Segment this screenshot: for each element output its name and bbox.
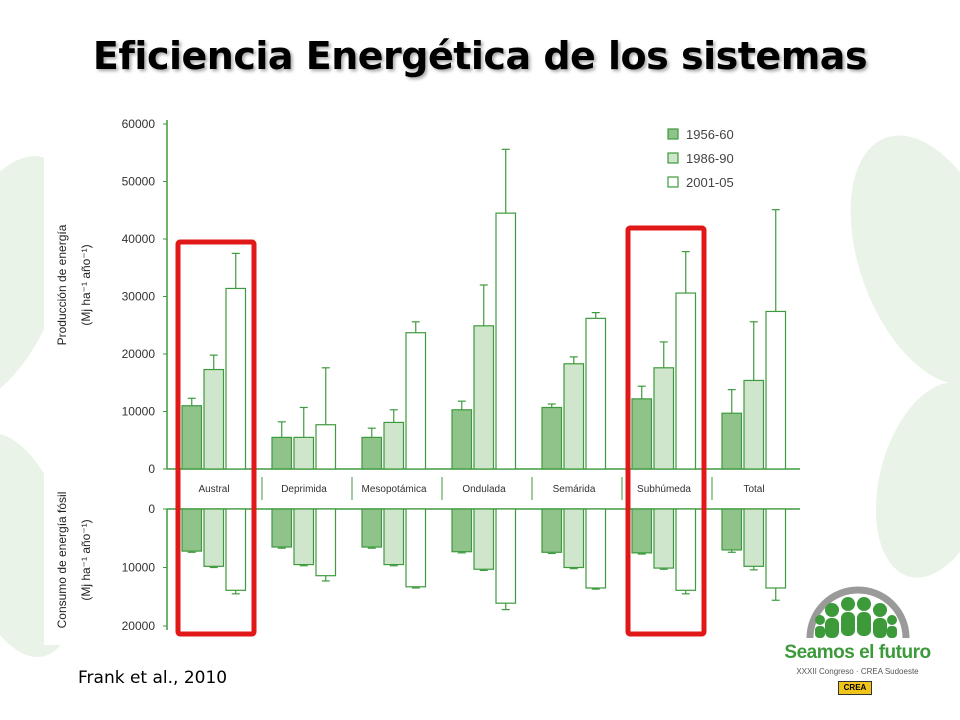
consumption-bar <box>451 508 473 553</box>
legend-label: 2001-05 <box>686 175 734 190</box>
production-tick-label: 20000 <box>122 347 156 361</box>
highlight-box <box>625 225 707 637</box>
production-bar <box>293 436 315 470</box>
production-bar <box>473 325 495 470</box>
production-bar <box>181 405 203 470</box>
production-bar <box>765 310 787 470</box>
legend-label: 1956-60 <box>686 127 734 142</box>
production-tick-label: 40000 <box>122 232 156 246</box>
category-label: Subhúmeda <box>637 484 691 495</box>
consumption-bar <box>765 508 787 589</box>
production-bar <box>541 406 563 470</box>
consumption-bar <box>585 508 607 589</box>
consumption-bar <box>743 508 765 567</box>
production-bar <box>563 363 585 470</box>
people-arc-logo-icon <box>806 586 910 639</box>
consumption-bar <box>383 508 405 566</box>
production-bar <box>721 412 743 470</box>
production-axis-label: Producción de energía <box>55 224 69 345</box>
production-tick-label: 10000 <box>122 405 156 419</box>
citation: Frank et al., 2010 <box>78 668 228 688</box>
consumption-axis-label: Consumo de energía fósil <box>55 492 69 629</box>
logo-subtitle: XXXII Congreso · CREA Sudoeste <box>796 667 919 676</box>
legend-swatch <box>667 176 679 188</box>
consumption-bar <box>675 508 697 591</box>
consumption-bar <box>203 508 225 567</box>
production-axis-unit: (Mj ha⁻¹ año⁻¹) <box>79 244 93 325</box>
consumption-tick-label: 0 <box>148 502 155 516</box>
production-bar <box>225 287 247 470</box>
production-bar <box>315 424 337 470</box>
legend-label: 1986-90 <box>686 151 734 166</box>
category-label: Ondulada <box>462 484 506 495</box>
consumption-bar <box>721 508 743 551</box>
category-band <box>167 472 804 505</box>
production-tick-label: 50000 <box>122 175 156 189</box>
production-tick-label: 30000 <box>122 290 156 304</box>
category-label: Mesopotámica <box>361 484 426 495</box>
production-bar <box>203 368 225 470</box>
crea-badge: CREA <box>838 681 872 695</box>
category-label: Deprimida <box>281 484 327 495</box>
consumption-axis-unit: (Mj ha⁻¹ año⁻¹) <box>79 519 93 600</box>
production-tick-label: 0 <box>148 462 155 476</box>
legend-swatch <box>667 128 679 140</box>
consumption-bar <box>631 508 653 554</box>
category-label: Semárida <box>553 484 596 495</box>
consumption-bar <box>541 508 563 553</box>
production-bar <box>271 436 293 470</box>
production-bar <box>361 436 383 470</box>
congress-logo: Seamos el futuro XXXII Congreso · CREA S… <box>770 582 945 707</box>
production-bar <box>653 367 675 470</box>
consumption-bar <box>563 508 585 569</box>
consumption-bar <box>181 508 203 552</box>
production-bar <box>585 317 607 470</box>
logo-title: Seamos el futuro <box>784 642 931 663</box>
production-bar <box>743 379 765 470</box>
consumption-bar <box>271 508 293 548</box>
production-bar <box>631 398 653 470</box>
slide-title: Eficiencia Energética de los sistemas <box>92 34 868 78</box>
consumption-tick-label: 20000 <box>122 619 156 633</box>
legend-swatch <box>667 152 679 164</box>
consumption-tick-label: 10000 <box>122 561 156 575</box>
production-bar <box>451 409 473 470</box>
production-bar <box>405 332 427 470</box>
production-bar <box>675 292 697 470</box>
category-label: Total <box>743 484 764 495</box>
consumption-bar <box>293 508 315 566</box>
consumption-bar <box>653 508 675 569</box>
highlight-box <box>175 239 257 637</box>
production-tick-label: 60000 <box>122 117 156 131</box>
consumption-bar <box>473 508 495 570</box>
consumption-bar <box>495 508 517 604</box>
category-label: Austral <box>198 484 229 495</box>
production-bar <box>383 421 405 470</box>
consumption-bar <box>225 508 247 591</box>
consumption-bar <box>361 508 383 548</box>
consumption-bar <box>405 508 427 588</box>
production-bar <box>495 212 517 470</box>
consumption-bar <box>315 508 337 577</box>
